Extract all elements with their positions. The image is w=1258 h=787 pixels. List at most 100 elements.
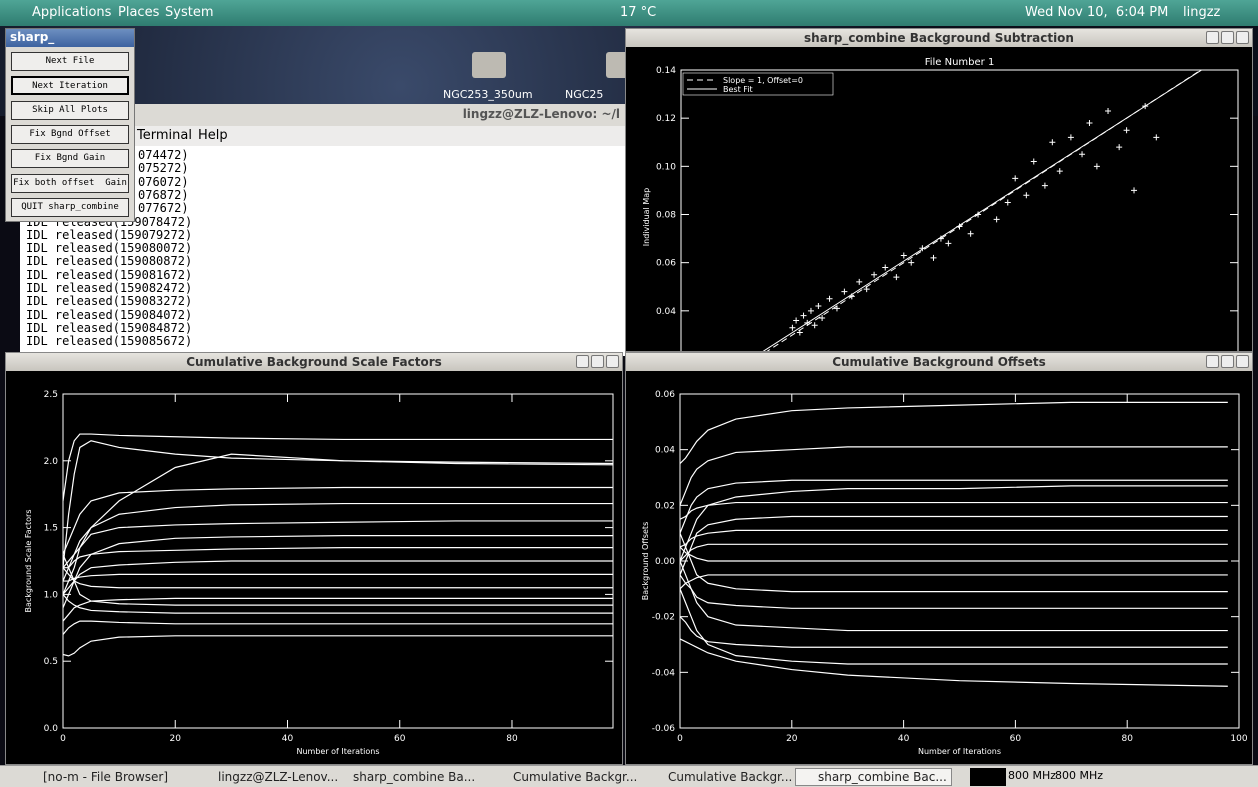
window-button[interactable] <box>1236 31 1249 44</box>
task-item[interactable]: Cumulative Backgr... <box>645 768 797 786</box>
terminal-line: IDL released(159079272) <box>26 228 192 242</box>
series-line <box>63 621 613 634</box>
window-button[interactable] <box>1206 31 1219 44</box>
terminal-line: 077672) <box>138 201 189 215</box>
icon-label: NGC253_350um <box>443 88 533 101</box>
icon-label: NGC25 <box>565 88 603 101</box>
legend-label: Slope = 1, Offset=0 <box>723 76 803 85</box>
y-axis-label: Background Offsets <box>641 522 650 600</box>
window-button[interactable] <box>576 355 589 368</box>
scatter-point <box>908 260 914 266</box>
terminal-line: IDL released(159080072) <box>26 241 192 255</box>
series-line <box>680 533 1228 591</box>
folder-icon[interactable] <box>472 52 506 78</box>
y-tick-label: 0.0 <box>44 724 59 734</box>
window-button[interactable] <box>1221 355 1234 368</box>
button[interactable]: Fix Bgnd Offset <box>11 125 129 144</box>
scatter-point <box>1049 139 1055 145</box>
x-tick-label: 0 <box>677 734 683 744</box>
button[interactable]: Fix both offset Gain <box>11 174 129 193</box>
terminal-line: IDL released(159084872) <box>26 321 192 335</box>
series-line <box>63 554 613 605</box>
button[interactable]: Next File <box>11 52 129 71</box>
button[interactable]: Skip All Plots <box>11 101 129 120</box>
window-title: sharp_ <box>6 29 134 47</box>
x-tick-label: 20 <box>786 734 798 744</box>
series-line <box>63 536 613 595</box>
terminal-line: 074472) <box>138 148 189 162</box>
series-line <box>63 434 613 501</box>
menu[interactable]: Terminal <box>137 128 192 143</box>
scatter-point <box>968 231 974 237</box>
y-tick-label: 0.04 <box>656 307 676 317</box>
cpu-freq: 800 MHz <box>1008 769 1056 782</box>
y-tick-label: 0.04 <box>655 446 675 456</box>
cpu-freq: 800 MHz <box>1055 769 1103 782</box>
scatter-point <box>815 303 821 309</box>
fit-line <box>753 67 1206 351</box>
y-tick-label: -0.06 <box>652 724 676 734</box>
series-line <box>680 516 1228 574</box>
clock[interactable]: Wed Nov 10, 6:04 PM <box>1025 5 1168 20</box>
menu[interactable]: Applications <box>32 5 111 20</box>
series-line <box>680 486 1228 561</box>
scatter-point <box>1031 159 1037 165</box>
task-item[interactable]: lingzz@ZLZ-Lenov... <box>195 768 343 786</box>
button[interactable]: Fix Bgnd Gain <box>11 149 129 168</box>
window-title: Cumulative Background Scale Factors <box>6 353 622 371</box>
x-tick-label: 60 <box>1010 734 1022 744</box>
series-line <box>680 544 1228 561</box>
plot-area <box>680 402 1228 686</box>
plot-area <box>63 434 613 656</box>
scatter-point <box>856 279 862 285</box>
series-line <box>680 402 1228 463</box>
plot-window: Cumulative Background Offsets -0.06-0.04… <box>625 352 1253 765</box>
task-item[interactable]: sharp_combine Bac... <box>795 768 952 786</box>
scatter-point <box>1116 144 1122 150</box>
scatter-point <box>882 264 888 270</box>
scatter-point <box>1094 163 1100 169</box>
menu[interactable]: Places <box>118 5 159 20</box>
task-item[interactable]: sharp_combine Ba... <box>330 768 480 786</box>
y-tick-label: 1.5 <box>44 524 58 534</box>
x-tick-label: 40 <box>898 734 910 744</box>
scatter-point <box>893 274 899 280</box>
y-tick-label: 0.12 <box>656 114 676 124</box>
window-title: Cumulative Background Offsets <box>626 353 1252 371</box>
menu[interactable]: Help <box>198 128 228 143</box>
series-line <box>63 561 613 608</box>
window-button[interactable] <box>1236 355 1249 368</box>
terminal-line: 076072) <box>138 175 189 189</box>
scatter-point <box>808 308 814 314</box>
button[interactable]: Next Iteration <box>11 76 129 95</box>
terminal-line: 076872) <box>138 188 189 202</box>
series-line <box>63 441 613 568</box>
scatter-point <box>931 255 937 261</box>
scatter-point <box>827 296 833 302</box>
menu[interactable]: System <box>165 5 213 20</box>
chart-title: File Number 1 <box>925 57 995 68</box>
terminal-line: IDL released(159083272) <box>26 294 192 308</box>
user[interactable]: lingzz <box>1183 5 1220 20</box>
y-tick-label: -0.02 <box>652 613 675 623</box>
x-tick-label: 0 <box>60 734 66 744</box>
scatter-point <box>801 313 807 319</box>
terminal-line: IDL released(159082472) <box>26 281 192 295</box>
scatter-point <box>789 325 795 331</box>
button[interactable]: QUIT sharp_combine <box>11 198 129 217</box>
window-button[interactable] <box>1221 31 1234 44</box>
plot-area <box>681 47 1238 351</box>
task-item[interactable]: [no-m - File Browser] <box>20 768 173 786</box>
taskbar: [no-m - File Browser] lingzz@ZLZ-Lenov...… <box>0 765 1258 787</box>
window-button[interactable] <box>1206 355 1219 368</box>
window-button[interactable] <box>606 355 619 368</box>
terminal-line: IDL released(159080872) <box>26 254 192 268</box>
x-tick-label: 60 <box>394 734 406 744</box>
window-button[interactable] <box>591 355 604 368</box>
task-item[interactable]: Cumulative Backgr... <box>490 768 642 786</box>
series-line <box>63 594 613 613</box>
y-tick-label: 0.06 <box>656 259 676 269</box>
scatter-point <box>812 322 818 328</box>
series-line <box>63 636 613 656</box>
